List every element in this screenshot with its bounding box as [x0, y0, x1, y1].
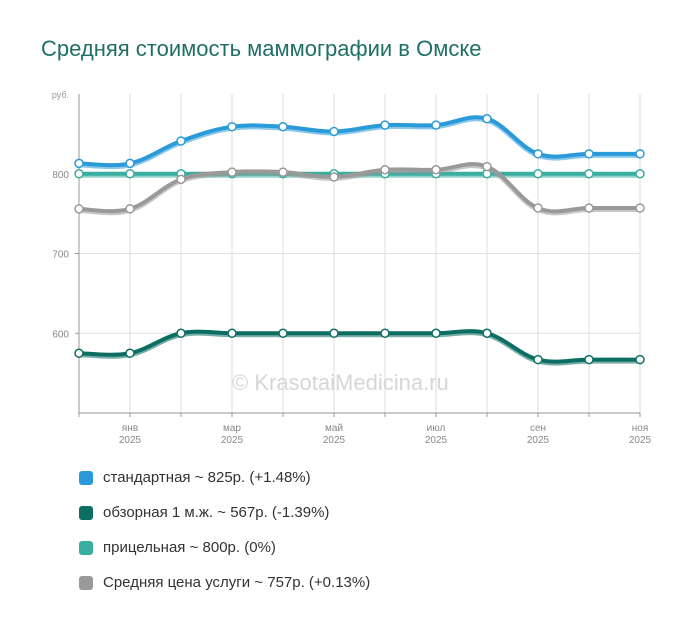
data-point	[635, 149, 645, 159]
data-point	[278, 167, 288, 177]
y-tick-label: 800	[52, 170, 69, 181]
data-point	[533, 169, 543, 179]
x-tick-label-month: мар	[223, 423, 241, 434]
series-3	[74, 161, 645, 216]
x-tick-label-year: 2025	[425, 435, 448, 446]
data-point	[431, 165, 441, 175]
legend-label-standard: стандартная ~ 825р. (+1.48%)	[103, 469, 311, 486]
data-point	[227, 121, 237, 132]
watermark: © KrasotaiMedicina.ru	[232, 370, 449, 395]
legend-label-average: Средняя цена услуги ~ 757р. (+0.13%)	[103, 574, 371, 591]
axis-layer	[75, 94, 641, 417]
series-1	[74, 328, 645, 366]
data-point	[125, 169, 135, 179]
data-point	[329, 126, 339, 137]
data-point	[431, 328, 441, 338]
data-point	[533, 203, 543, 213]
data-point	[635, 169, 645, 179]
x-tick-label-year: 2025	[323, 435, 346, 446]
y-axis-unit-label: руб.	[52, 90, 69, 100]
label-layer: 600700800руб.янв2025мар2025май2025июл202…	[52, 90, 652, 446]
legend-swatch-average	[79, 575, 93, 590]
legend-item-standard[interactable]: стандартная ~ 825р. (+1.48%)	[79, 460, 370, 495]
data-point	[278, 328, 288, 338]
x-tick-label-month: ноя	[632, 423, 649, 434]
data-point	[176, 174, 186, 185]
legend-item-overview[interactable]: обзорная 1 м.ж. ~ 567р. (-1.39%)	[79, 495, 370, 530]
data-point	[635, 354, 645, 365]
data-point	[584, 354, 594, 365]
x-tick-label-month: янв	[122, 423, 138, 434]
data-point	[635, 203, 645, 213]
data-point	[482, 328, 492, 338]
legend-swatch-standard	[79, 470, 93, 485]
legend-swatch-overview	[79, 505, 93, 520]
data-point	[584, 203, 594, 213]
data-point	[227, 167, 237, 177]
data-point	[125, 158, 135, 169]
series-line-shadow	[76, 330, 643, 366]
legend-label-targeted: прицельная ~ 800р. (0%)	[103, 539, 276, 556]
data-point	[74, 158, 84, 169]
data-point	[380, 120, 390, 130]
data-point	[176, 328, 186, 338]
y-tick-label: 700	[52, 250, 69, 261]
data-point	[74, 169, 84, 179]
data-point	[278, 121, 288, 132]
chart-title: Средняя стоимость маммографии в Омске	[41, 36, 482, 61]
data-point	[329, 172, 339, 182]
legend-label-overview: обзорная 1 м.ж. ~ 567р. (-1.39%)	[103, 504, 330, 521]
y-tick-label: 600	[52, 329, 69, 340]
data-point	[482, 113, 492, 124]
series-layer	[74, 113, 645, 366]
data-point	[125, 204, 135, 214]
data-point	[533, 354, 543, 365]
data-point	[482, 161, 492, 172]
x-tick-label-month: июл	[427, 423, 446, 434]
data-point	[533, 149, 543, 159]
series-line	[77, 115, 642, 168]
x-tick-label-month: сен	[530, 423, 546, 434]
data-point	[380, 165, 390, 175]
data-point	[380, 328, 390, 338]
data-point	[74, 204, 84, 214]
x-tick-label-year: 2025	[119, 435, 142, 446]
data-point	[176, 136, 186, 146]
legend-swatch-targeted	[79, 540, 93, 555]
data-point	[125, 348, 135, 358]
data-point	[329, 328, 339, 338]
legend-item-average[interactable]: Средняя цена услуги ~ 757р. (+0.13%)	[79, 565, 370, 600]
legend-item-targeted[interactable]: прицельная ~ 800р. (0%)	[79, 530, 370, 565]
data-point	[584, 169, 594, 179]
data-point	[431, 120, 441, 130]
series-line	[77, 162, 642, 214]
data-point	[584, 149, 594, 159]
data-point	[74, 348, 84, 358]
series-0	[74, 113, 645, 170]
x-tick-label-month: май	[325, 423, 343, 434]
x-tick-label-year: 2025	[221, 435, 244, 446]
legend: стандартная ~ 825р. (+1.48%) обзорная 1 …	[79, 460, 370, 600]
x-tick-label-year: 2025	[527, 435, 550, 446]
x-tick-label-year: 2025	[629, 435, 652, 446]
series-line-shadow	[76, 116, 643, 170]
data-point	[227, 328, 237, 338]
